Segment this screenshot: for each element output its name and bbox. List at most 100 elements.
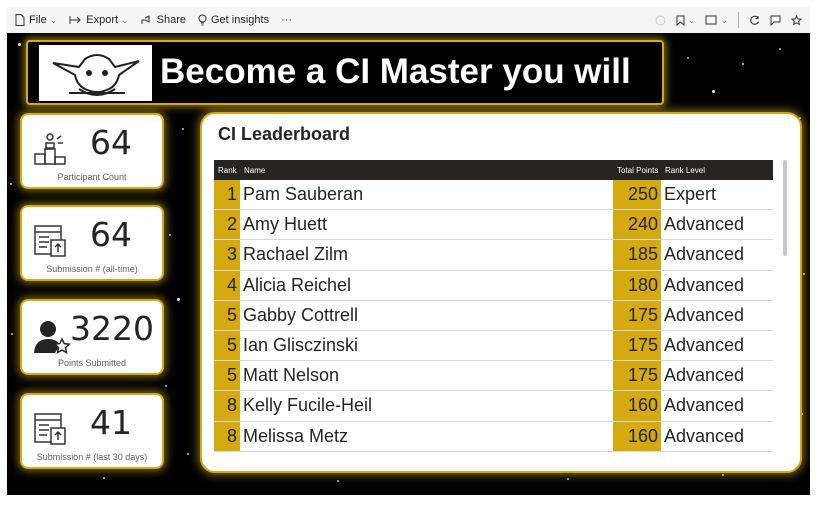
table-row[interactable]: 2 Amy Huett 240 Advanced [214, 210, 773, 241]
name-cell: Pam Sauberan [243, 184, 364, 205]
rank-level-column-header[interactable]: Rank Level [665, 165, 706, 175]
submission-all-time-value: 64 [90, 215, 132, 254]
chevron-down-icon: ⌄ [49, 14, 58, 25]
star-decoration [803, 273, 805, 275]
export-arrow-icon [69, 16, 81, 24]
export-menu-label: Export [86, 14, 119, 26]
level-cell: Advanced [664, 425, 745, 446]
view-icon[interactable]: ⌄ [705, 15, 728, 26]
title-banner: Become a CI Master you will [26, 40, 664, 105]
submission-last-30-days-value: 41 [90, 403, 132, 442]
rank-cell: 5 [214, 300, 240, 330]
total-points-column-header[interactable]: Total Points [617, 165, 659, 175]
table-scrollbar[interactable] [783, 160, 787, 256]
table-row[interactable]: 4 Alicia Reichel 180 Advanced [214, 270, 773, 301]
star-decoration [18, 43, 21, 46]
level-cell: Advanced [664, 365, 745, 386]
table-row[interactable]: 3 Rachael Zilm 185 Advanced [214, 240, 773, 271]
rank-column-header[interactable]: Rank [218, 165, 237, 175]
points-cell: 175 [613, 300, 661, 330]
rank-cell: 5 [214, 361, 240, 391]
star-decoration [169, 234, 171, 236]
bookmark-icon[interactable]: ⌄ [676, 15, 695, 26]
lightbulb-icon [198, 14, 207, 26]
rank-cell: 1 [214, 180, 240, 210]
table-row[interactable]: 5 Matt Nelson 175 Advanced [214, 361, 773, 392]
more-options-button[interactable]: ··· [281, 14, 292, 26]
leaderboard-table: Rank Name Total Points Rank Level 1 Pam … [214, 160, 773, 452]
file-menu[interactable]: File ⌄ [15, 14, 57, 26]
refresh-icon[interactable] [749, 15, 760, 26]
points-submitted-card[interactable]: 3220 Points Submitted [20, 299, 164, 375]
get-insights-button[interactable]: Get insights [198, 14, 269, 26]
star-decoration [567, 478, 569, 480]
points-cell: 175 [613, 330, 661, 361]
star-decoration [337, 480, 339, 482]
form-upload-icon [34, 413, 66, 445]
banner-title: Become a CI Master you will [160, 52, 631, 91]
share-icon [141, 15, 150, 24]
star-decoration [712, 90, 715, 93]
favorite-star-icon[interactable] [791, 14, 802, 26]
table-row[interactable]: 5 Ian Glisczinski 175 Advanced [214, 330, 773, 362]
level-cell: Advanced [664, 395, 745, 416]
points-cell: 160 [613, 421, 661, 451]
table-row[interactable]: 8 Melissa Metz 160 Advanced [214, 421, 773, 452]
report-toolbar: File ⌄ Export ⌄ Share Get insights ··· ⌄… [7, 7, 810, 33]
level-cell: Advanced [664, 274, 745, 295]
export-menu[interactable]: Export ⌄ [69, 14, 129, 26]
points-cell: 250 [613, 180, 661, 210]
name-cell: Rachael Zilm [243, 244, 349, 265]
submission-last-30-days-card[interactable]: 41 Submission # (last 30 days) [20, 393, 164, 469]
level-cell: Advanced [664, 335, 745, 356]
name-cell: Ian Glisczinski [243, 335, 359, 356]
name-column-header[interactable]: Name [244, 165, 266, 175]
star-decoration [742, 63, 744, 65]
star-decoration [103, 477, 105, 479]
smile-icon[interactable] [655, 15, 666, 26]
participant-count-card[interactable]: 64 Participant Count [20, 113, 164, 189]
level-cell: Advanced [664, 214, 745, 235]
star-decoration [779, 48, 781, 50]
rank-cell: 5 [214, 330, 240, 361]
podium-icon [34, 133, 66, 165]
table-row[interactable]: 5 Gabby Cottrell 175 Advanced [214, 300, 773, 331]
more-options-icon: ··· [281, 14, 293, 26]
submission-all-time-card[interactable]: 64 Submission # (all-time) [20, 205, 164, 281]
star-decoration [11, 333, 13, 335]
chevron-down-icon: ⌄ [121, 14, 129, 25]
comment-icon[interactable] [770, 15, 781, 26]
points-cell: 175 [613, 361, 661, 391]
name-cell: Melissa Metz [243, 425, 349, 446]
get-insights-label: Get insights [210, 14, 270, 26]
toolbar-divider [738, 12, 739, 28]
points-submitted-value: 3220 [70, 309, 154, 348]
level-cell: Expert [664, 184, 717, 205]
points-submitted-label: Points Submitted [57, 358, 127, 368]
star-decoration [722, 474, 724, 476]
table-header: Rank Name Total Points Rank Level [214, 160, 773, 180]
share-button-label: Share [156, 14, 186, 26]
name-cell: Gabby Cottrell [243, 304, 359, 325]
leaderboard-title: CI Leaderboard [218, 124, 351, 144]
star-decoration [687, 57, 689, 59]
star-decoration [182, 128, 184, 130]
name-cell: Matt Nelson [243, 365, 340, 386]
name-cell: Alicia Reichel [243, 274, 352, 295]
share-button[interactable]: Share [141, 14, 186, 26]
user-star-icon [34, 321, 71, 355]
toolbar-right: ⌄ ⌄ [645, 7, 802, 33]
submission-last-30-days-label: Submission # (last 30 days) [36, 452, 148, 462]
form-upload-icon [34, 225, 66, 257]
points-cell: 240 [613, 210, 661, 240]
star-decoration [801, 413, 803, 415]
name-cell: Kelly Fucile-Heil [243, 395, 373, 416]
name-cell: Amy Huett [243, 214, 328, 235]
rank-cell: 2 [214, 210, 240, 240]
rank-cell: 3 [214, 240, 240, 270]
document-icon [15, 14, 25, 26]
table-row[interactable]: 8 Kelly Fucile-Heil 160 Advanced [214, 391, 773, 422]
baby-yoda-logo [39, 45, 152, 101]
table-row[interactable]: 1 Pam Sauberan 250 Expert [214, 180, 773, 211]
participant-count-value: 64 [90, 123, 132, 162]
